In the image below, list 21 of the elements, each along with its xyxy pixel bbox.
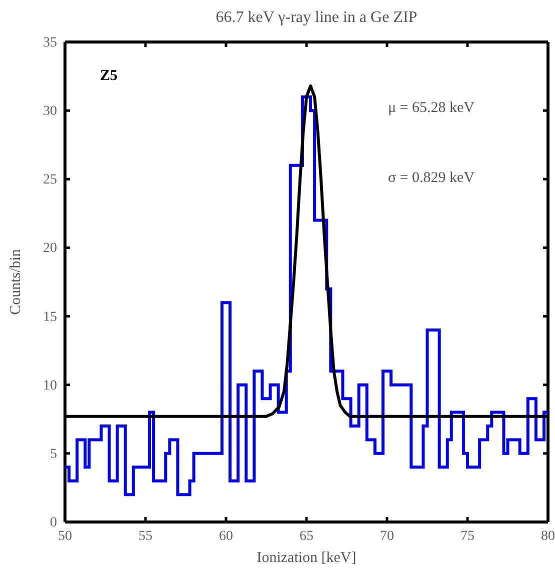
x-tick-label: 70 xyxy=(380,528,394,544)
chart-title: 66.7 keV γ-ray line in a Ge ZIP xyxy=(216,9,418,26)
y-tick-label: 20 xyxy=(43,241,57,256)
annotation: μ = 65.28 keV xyxy=(388,100,475,116)
y-tick-label: 10 xyxy=(43,378,57,394)
x-tick-label: 60 xyxy=(219,528,233,544)
y-tick-label: 30 xyxy=(43,104,57,120)
x-tick-label: 50 xyxy=(58,528,72,544)
annotation: Z5 xyxy=(100,68,118,84)
y-axis-title: Counts/bin xyxy=(8,248,24,315)
x-tick-label: 80 xyxy=(541,528,555,544)
y-tick-label: 25 xyxy=(43,172,57,188)
x-tick-label: 75 xyxy=(460,528,474,544)
x-axis-title: Ionization [keV] xyxy=(256,550,356,566)
x-tick-label: 55 xyxy=(138,528,152,544)
y-tick-label: 15 xyxy=(43,310,57,325)
x-tick-label: 65 xyxy=(300,528,314,544)
y-tick-label: 5 xyxy=(50,446,57,462)
y-tick-label: 35 xyxy=(43,35,57,50)
y-tick-label: 0 xyxy=(50,515,57,530)
annotation: σ = 0.829 keV xyxy=(388,170,475,186)
